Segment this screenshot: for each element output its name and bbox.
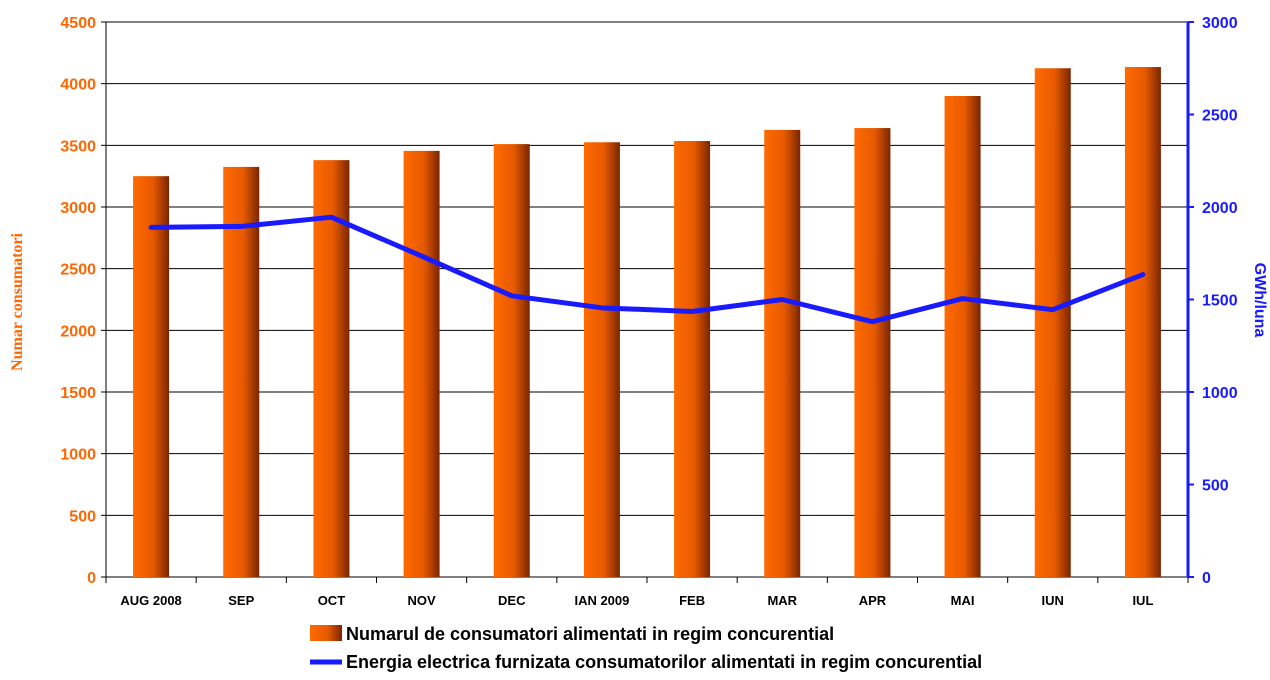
x-tick-label: APR [859,593,887,608]
bar [674,141,711,577]
line-point [329,215,333,219]
x-tick-label: AUG 2008 [120,593,181,608]
y-tick-label-left: 4000 [60,77,96,94]
bar [313,160,350,577]
y-tick-label-right: 500 [1202,478,1229,495]
line-point [870,320,874,324]
bar [1034,68,1071,577]
y-tick-label-left: 500 [69,508,96,525]
x-tick-label: IAN 2009 [574,593,629,608]
x-tick-label: NOV [407,593,436,608]
x-tick-label: IUL [1132,593,1153,608]
y-tick-label-right: 1000 [1202,385,1238,402]
x-tick-label: FEB [679,593,705,608]
y-axis-title-left: Numar consumatori [9,232,26,370]
legend-label-bars: Numarul de consumatori alimentati in reg… [346,624,834,644]
bar [944,96,981,577]
axes [101,21,1194,583]
x-tick-label: SEP [228,593,254,608]
y-tick-label-right: 1500 [1202,293,1238,310]
y-tick-label-left: 1500 [60,385,96,402]
bar [223,166,260,577]
series-line [148,214,1146,325]
y-tick-label-right: 0 [1202,570,1211,587]
y-tick-label-left: 2000 [60,323,96,340]
bar-series [133,67,1161,578]
gridlines [105,21,1189,578]
x-tick-label: IUN [1042,593,1064,608]
line-point [780,298,784,301]
line-series [148,214,1146,325]
x-tick-label: MAR [767,593,797,608]
line-point [690,310,694,314]
y-tick-label-left: 3500 [60,138,96,155]
x-tick-label: DEC [498,593,526,608]
y-tick-label-left: 0 [87,570,96,587]
bar [403,150,440,577]
plot-area [105,21,1189,578]
bar [493,144,530,577]
y-axis-title-right: GWh/luna [1251,263,1268,338]
line-point [149,225,153,229]
legend: Numarul de consumatori alimentati in reg… [310,624,982,672]
x-tick-label: OCT [318,593,346,608]
y-tick-label-left: 4500 [60,15,96,32]
y-tick-label-right: 2500 [1202,108,1238,125]
line-point [961,297,965,301]
line-point [1051,308,1055,312]
legend-swatch-bars [310,625,342,641]
y-tick-label-left: 3000 [60,200,96,217]
line-point [420,254,424,258]
legend-label-line: Energia electrica furnizata consumatoril… [346,652,982,672]
bar [764,129,801,577]
bar [1124,67,1161,578]
y-tick-label-right: 2000 [1202,200,1238,217]
tick-labels: 0 500 1000 1500 2000 2500 3000 3500 4000 4500 0 500… [60,15,1237,608]
line-point [600,306,604,310]
bar [583,142,620,577]
line-point [1141,273,1145,277]
x-tick-label: MAI [951,593,975,608]
y-tick-label-right: 3000 [1202,15,1238,32]
bar [133,176,170,577]
line-point [510,294,514,298]
y-tick-label-left: 1000 [60,447,96,464]
line-point [239,224,243,228]
y-tick-label-left: 2500 [60,262,96,279]
bar [854,128,891,578]
